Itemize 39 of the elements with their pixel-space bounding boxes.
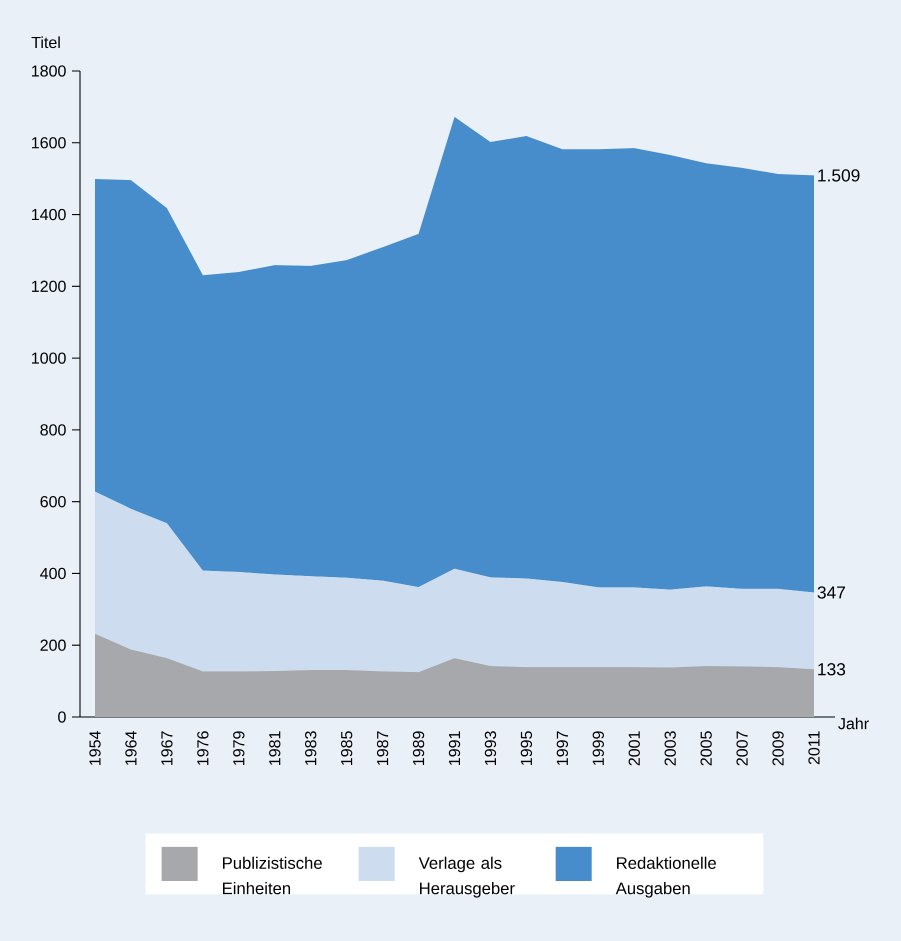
legend-label: Publizistische Einheiten <box>223 856 322 894</box>
y-tick-label: 1200 <box>32 280 66 292</box>
y-tick-label: 1400 <box>32 208 66 220</box>
y-tick-label: 1800 <box>32 65 66 77</box>
x-tick-label: 1967 <box>161 731 173 765</box>
y-tick-label: 600 <box>40 496 66 508</box>
x-tick-label: 1993 <box>484 731 496 765</box>
x-tick-label: 1981 <box>269 731 280 765</box>
x-tick-label: 1991 <box>448 731 460 765</box>
y-tick-label: 800 <box>40 424 66 436</box>
x-tick-label: 1979 <box>233 731 244 765</box>
x-tick-label: 1999 <box>592 731 604 765</box>
x-axis-title: Jahr <box>838 718 869 730</box>
y-tick-label: 1000 <box>32 352 66 364</box>
data-label: 133 <box>818 663 846 676</box>
x-tick-label: 1985 <box>340 731 352 765</box>
x-tick-label: 1987 <box>376 731 388 765</box>
y-axis-title: Titel <box>32 36 60 48</box>
x-tick-label: 1964 <box>125 731 137 765</box>
x-tick-label: 1997 <box>556 731 568 765</box>
x-tick-label: 2003 <box>664 731 676 766</box>
legend-label: Redaktionelle Ausgaben <box>616 856 716 898</box>
legend-label: Verlage als Herausgeber <box>418 856 515 898</box>
y-tick-label: 200 <box>40 640 66 651</box>
x-tick-label: 2005 <box>700 731 712 766</box>
x-tick-label: 2011 <box>808 731 820 764</box>
x-tick-label: 1989 <box>412 731 424 765</box>
x-tick-label: 2009 <box>772 731 784 766</box>
x-tick-label: 1954 <box>89 731 101 765</box>
x-tick-label: 1976 <box>197 731 209 765</box>
data-label: 1.509 <box>818 169 860 182</box>
x-tick-label: 1995 <box>520 731 532 765</box>
x-tick-label: 1983 <box>305 731 316 765</box>
x-tick-label: 2001 <box>628 731 640 766</box>
x-tick-label: 2007 <box>736 731 748 766</box>
y-tick-label: 400 <box>40 568 66 580</box>
y-tick-label: 0 <box>58 711 66 723</box>
y-tick-label: 1600 <box>32 137 66 148</box>
data-label: 347 <box>818 586 845 599</box>
